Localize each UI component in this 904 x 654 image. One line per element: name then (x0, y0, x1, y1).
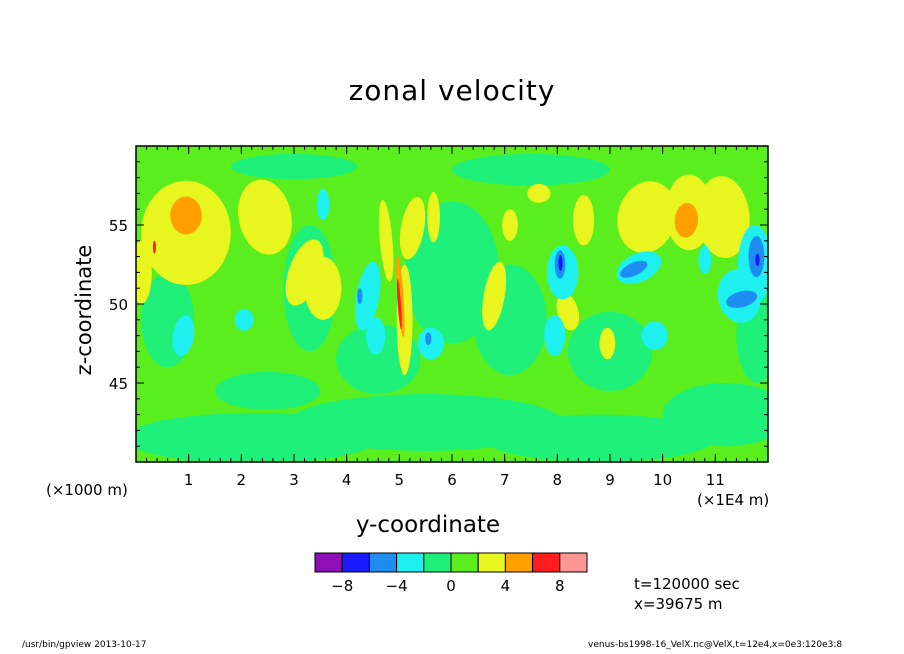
colorbar-swatch (504, 552, 534, 573)
x-tick-label: 7 (500, 471, 510, 489)
contour-region (696, 176, 750, 259)
contour-region (230, 153, 358, 180)
contour-region (214, 371, 321, 410)
colorbar-swatch (450, 552, 479, 573)
x-tick-label: 2 (237, 471, 247, 489)
contour-region (399, 196, 426, 260)
contour-region (427, 191, 440, 243)
contour-region (234, 308, 254, 331)
contour-region (152, 240, 157, 254)
contour-region (573, 194, 595, 246)
colorbar-swatch (559, 552, 588, 573)
colorbar-swatch (477, 552, 506, 573)
contour-region (425, 332, 432, 346)
y-axis: 45 50 55 (109, 161, 768, 447)
y-axis-label: z-coordinate (72, 244, 96, 376)
contour-region (136, 240, 152, 304)
contour-region (304, 256, 342, 320)
contour-region (726, 290, 758, 308)
contour-region (698, 245, 712, 274)
colorbar-tick-label: 4 (501, 577, 511, 595)
contour-region (755, 253, 760, 267)
footer-left: /usr/bin/gpview 2013-10-17 (22, 640, 147, 650)
colorbar-tick-label: 0 (446, 577, 456, 595)
contour-region (544, 315, 566, 357)
contour-region (238, 179, 292, 255)
chart-title: zonal velocity (348, 74, 556, 107)
contour-region (502, 209, 518, 241)
contour-region (482, 261, 507, 331)
x-tick-label: 9 (605, 471, 615, 489)
y-tick-label: 50 (109, 296, 128, 314)
contour-region (417, 327, 445, 360)
contour-region (556, 293, 580, 331)
colorbar-tick-label: −8 (331, 577, 353, 595)
contour-region (662, 383, 768, 447)
contour-region (483, 414, 716, 462)
contour-region (396, 278, 402, 330)
contour-region (366, 316, 386, 355)
x-axis: 1 2 3 4 5 6 7 8 9 10 11 (146, 146, 769, 489)
contour-region (316, 188, 330, 221)
x-tick-label: 10 (653, 471, 672, 489)
colorbar-swatch (368, 552, 398, 573)
colorbar-swatch (341, 552, 370, 573)
contour-field (136, 153, 768, 462)
colorbar-swatch (532, 552, 561, 573)
contour-region (452, 153, 610, 186)
x-axis-multiplier: (×1000 m) (46, 481, 128, 499)
contour-region (170, 196, 202, 235)
contour-region (354, 261, 381, 331)
contour-region (527, 183, 551, 203)
colorbar-swatch (396, 552, 425, 573)
contour-region (172, 315, 195, 356)
contour-region (357, 288, 363, 304)
x-tick-label: 4 (342, 471, 352, 489)
contour-region (641, 321, 668, 350)
colorbar-swatch (423, 552, 452, 573)
contour-region (396, 255, 405, 338)
colorbar: −8 −4 0 4 8 (314, 552, 588, 595)
x-tick-label: 5 (395, 471, 405, 489)
contour-region (378, 199, 394, 282)
colorbar-tick-label: −4 (386, 577, 408, 595)
x-tick-label: 3 (289, 471, 299, 489)
x-tick-label: 6 (447, 471, 457, 489)
x-axis-label: y-coordinate (355, 512, 501, 538)
x-tick-label: 11 (706, 471, 725, 489)
contour-region (674, 202, 699, 238)
contour-region (617, 181, 677, 253)
x-axis-unit: (×1E4 m) (697, 491, 770, 509)
x-tick-label: 8 (553, 471, 563, 489)
y-tick-label: 55 (109, 217, 128, 235)
time-info: t=120000 sec (634, 575, 740, 593)
y-tick-label: 45 (109, 375, 128, 393)
position-info: x=39675 m (634, 595, 723, 613)
contour-region (620, 260, 648, 278)
x-tick-label: 1 (184, 471, 194, 489)
contour-region (599, 327, 616, 360)
colorbar-tick-label: 8 (555, 577, 565, 595)
contour-region (558, 255, 563, 271)
colorbar-swatch (314, 552, 343, 573)
footer-right: venus-bs1998-16_VelX.nc@VelX,t=12e4,x=0e… (588, 640, 843, 650)
